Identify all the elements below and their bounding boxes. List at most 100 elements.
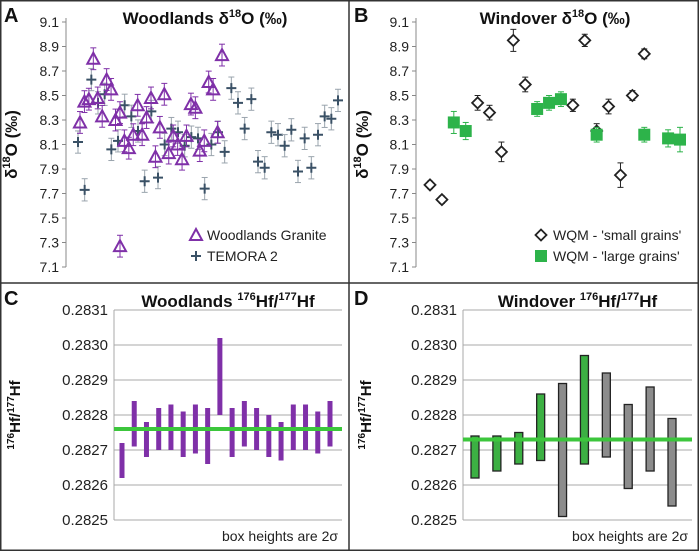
y-axis-label: δ18O (‰) xyxy=(352,110,372,179)
y-tick-label: 0.2827 xyxy=(411,442,457,459)
hf-box xyxy=(131,401,137,447)
ylabel-text-tail: O (‰) xyxy=(2,110,21,156)
y-tick-label: 0.2830 xyxy=(62,337,108,354)
y-tick-label: 8.7 xyxy=(40,63,60,79)
hf-box xyxy=(143,422,149,457)
hf-box xyxy=(119,443,125,478)
woodlands-point xyxy=(125,126,141,141)
square-point xyxy=(590,128,603,141)
temora-point xyxy=(159,139,170,150)
panel-title: Woodlands δ18O (‰) xyxy=(123,8,288,28)
diamond-point xyxy=(506,33,521,48)
hf-box xyxy=(217,338,223,415)
legend-label: TEMORA 2 xyxy=(207,248,278,264)
ylabel-superscript: 177 xyxy=(6,396,17,413)
panel-c: C Woodlands 176Hf/177Hf0.28310.28300.2829… xyxy=(4,288,342,544)
diamond-point xyxy=(577,33,592,48)
ylabel-superscript: 18 xyxy=(1,156,13,168)
box-height-note: box heights are 2σ xyxy=(222,528,338,544)
square-point xyxy=(674,133,686,146)
y-tick-label: 0.2829 xyxy=(62,372,108,389)
hf-box xyxy=(470,435,480,479)
temora-point xyxy=(313,129,323,140)
title-text: Windover δ xyxy=(480,9,572,28)
ylabel-text-tail: O (‰) xyxy=(353,110,372,156)
woodlands-point xyxy=(85,50,101,65)
square-point xyxy=(662,132,675,145)
ylabel-text: δ xyxy=(2,169,21,179)
ylabel-superscript: 177 xyxy=(357,396,368,413)
y-tick-label: 9.1 xyxy=(40,14,60,30)
hf-box xyxy=(229,408,235,457)
hf-box xyxy=(667,417,677,507)
legend: Woodlands Granite TEMORA 2 xyxy=(188,226,327,264)
y-tick-label: 0.2826 xyxy=(411,477,457,494)
hf-box xyxy=(241,401,247,447)
temora-point xyxy=(259,162,270,173)
temora-point xyxy=(279,140,290,151)
y-tick-label: 7.9 xyxy=(40,161,60,177)
temora-point xyxy=(319,111,330,122)
panel-letter: C xyxy=(4,288,18,310)
legend-label: WQM - 'large grains' xyxy=(553,248,680,264)
legend-marker xyxy=(188,226,204,241)
y-tick-label: 8.9 xyxy=(390,39,410,55)
temora-point xyxy=(79,184,90,195)
panel-letter: A xyxy=(4,5,18,27)
diamond-point xyxy=(518,77,533,92)
temora-point xyxy=(153,172,163,183)
woodlands-point xyxy=(143,89,159,104)
square-point xyxy=(447,116,460,129)
woodlands-point xyxy=(214,46,230,62)
ylabel-text: Hf/ xyxy=(358,412,375,433)
y-tick-label: 0.2827 xyxy=(62,442,108,459)
temora-point xyxy=(199,183,210,194)
y-tick-label: 8.3 xyxy=(390,112,410,128)
woodlands-point xyxy=(156,86,172,101)
woodlands-point xyxy=(169,136,186,151)
woodlands-point xyxy=(112,104,128,119)
ylabel-text-tail: Hf xyxy=(7,379,24,396)
temora-point xyxy=(333,95,343,106)
y-axis-label: δ18O (‰) xyxy=(1,110,21,179)
y-tick-label: 7.5 xyxy=(40,210,60,226)
panel-title: Windover 176Hf/177Hf xyxy=(498,291,658,311)
title-superscript: 18 xyxy=(572,8,584,20)
ylabel-superscript: 176 xyxy=(6,432,17,449)
hf-box xyxy=(536,393,546,462)
temora-point xyxy=(219,146,230,157)
hf-box xyxy=(579,354,590,465)
woodlands-point xyxy=(161,144,177,160)
hf-box xyxy=(266,415,272,457)
woodlands-point xyxy=(90,89,106,104)
title-text-mid: Hf/ xyxy=(256,292,279,311)
woodlands-point xyxy=(196,132,212,147)
woodlands-point xyxy=(165,127,181,142)
temora-point xyxy=(226,83,237,94)
square-point xyxy=(459,125,472,138)
y-tick-label: 8.1 xyxy=(40,137,60,153)
y-tick-label: 8.1 xyxy=(390,137,410,153)
ylabel-text: δ xyxy=(353,169,372,179)
temora-point xyxy=(86,74,97,85)
y-tick-label: 0.2831 xyxy=(411,302,457,319)
legend: WQM - 'small grains' WQM - 'large grains' xyxy=(534,227,681,264)
hf-box xyxy=(601,372,611,458)
diamond-point xyxy=(470,96,485,110)
temora-point xyxy=(139,176,150,187)
woodlands-point xyxy=(174,151,190,166)
hf-box xyxy=(514,431,524,465)
woodlands-point xyxy=(72,114,88,129)
ylabel-text-tail: Hf xyxy=(358,379,375,396)
hf-box xyxy=(557,382,568,518)
diamond-point xyxy=(494,145,509,159)
y-tick-label: 7.9 xyxy=(390,161,410,177)
y-tick-label: 0.2825 xyxy=(62,512,108,529)
woodlands-point xyxy=(98,71,115,86)
y-tick-label: 8.7 xyxy=(390,63,410,79)
y-tick-label: 9.1 xyxy=(390,14,410,30)
legend-marker xyxy=(191,251,201,261)
y-tick-label: 0.2825 xyxy=(411,512,457,529)
y-tick-label: 0.2831 xyxy=(62,302,108,319)
